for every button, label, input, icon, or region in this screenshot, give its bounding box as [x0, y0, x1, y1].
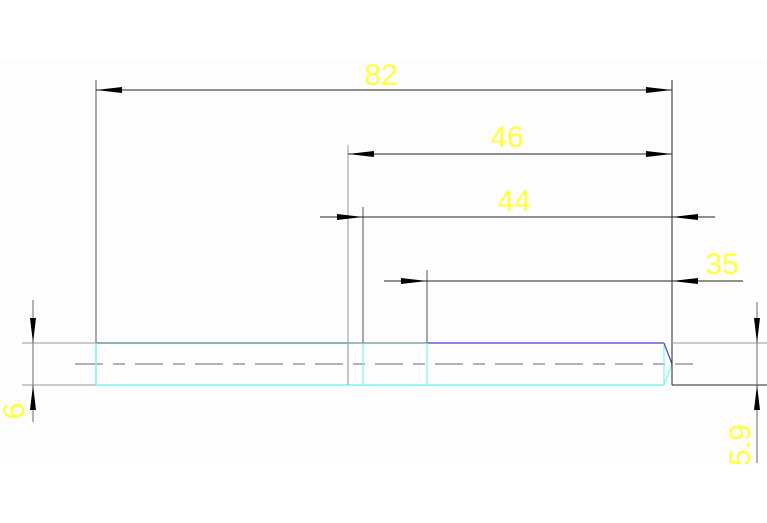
arrow-icon: [30, 385, 36, 410]
arrow-icon: [672, 278, 698, 284]
arrow-icon: [30, 318, 36, 343]
shaft-part: [95, 342, 673, 386]
dim-length-46: 46: [490, 121, 523, 154]
arrow-icon: [754, 318, 760, 343]
dim-left-diameter: 6: [0, 403, 31, 420]
dim-right-diameter: 5.9: [724, 424, 757, 466]
arrow-icon: [401, 278, 427, 284]
dim-length-44: 44: [497, 185, 530, 218]
arrow-icon: [348, 151, 374, 157]
arrow-icon: [96, 87, 122, 93]
extension-lines: [22, 80, 767, 386]
arrow-icon: [646, 151, 672, 157]
arrow-icon: [754, 385, 760, 410]
dim-overall-length: 82: [364, 59, 397, 92]
drawing-area: [0, 60, 767, 463]
arrow-icon: [672, 214, 698, 220]
arrow-icon: [337, 214, 363, 220]
dim-length-35: 35: [705, 248, 738, 281]
arrow-icon: [646, 87, 672, 93]
arrowheads: [30, 87, 760, 410]
